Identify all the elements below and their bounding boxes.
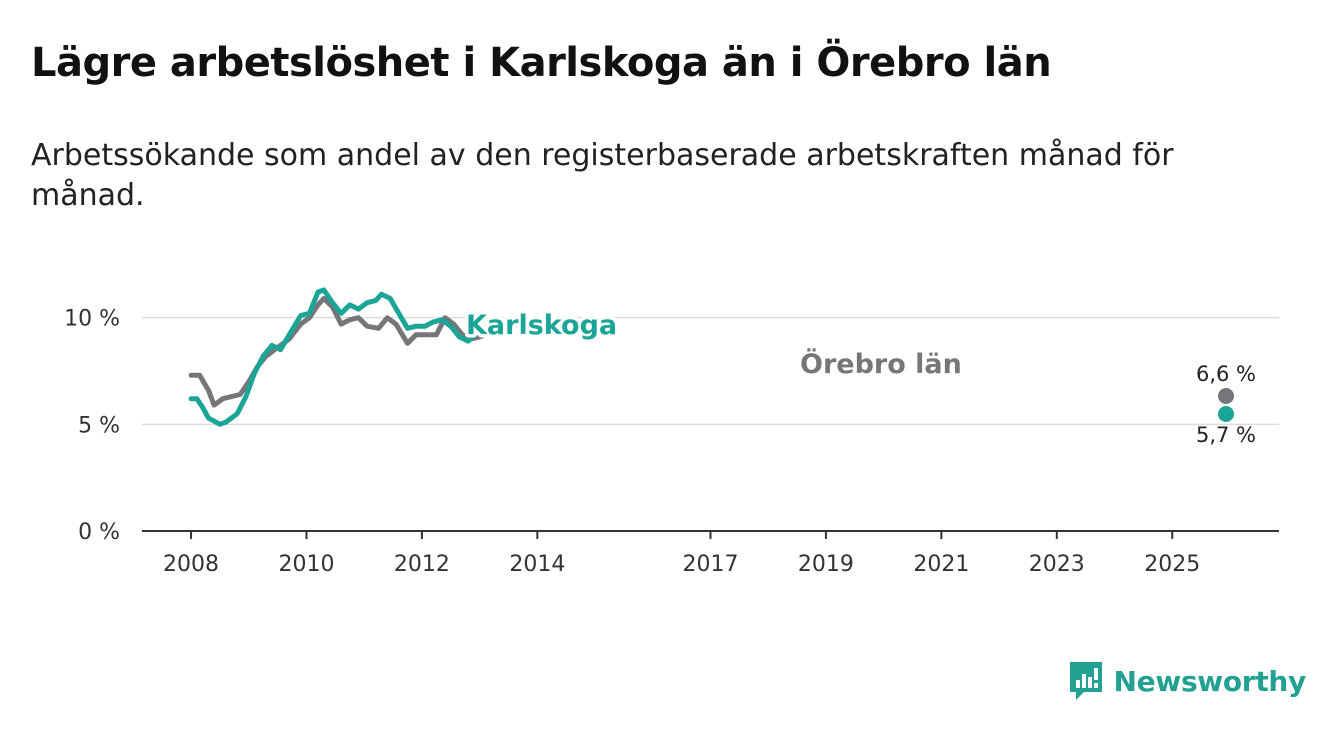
chart-subtitle: Arbetssökande som andel av den registerb… bbox=[31, 138, 1174, 213]
x-tick-label: 2008 bbox=[163, 552, 219, 577]
y-tick-label: 5 % bbox=[78, 413, 120, 438]
end-marker-orebro bbox=[1218, 388, 1234, 404]
end-label-karlskoga: 5,7 % bbox=[1196, 423, 1256, 447]
y-tick-label: 0 % bbox=[78, 520, 120, 545]
x-tick-label: 2014 bbox=[509, 552, 565, 577]
end-marker-karlskoga bbox=[1218, 406, 1234, 422]
brand: Newsworthy bbox=[1068, 660, 1306, 702]
y-tick-label: 10 % bbox=[64, 307, 120, 332]
x-tick-label: 2021 bbox=[913, 552, 969, 577]
x-tick-label: 2012 bbox=[394, 552, 450, 577]
brand-name: Newsworthy bbox=[1113, 664, 1307, 698]
series-line-orebro bbox=[188, 296, 488, 408]
x-tick-label: 2023 bbox=[1029, 552, 1085, 577]
chart-title: Lägre arbetslöshet i Karlskoga än i Öreb… bbox=[31, 40, 1052, 86]
x-tick-label: 2010 bbox=[278, 552, 334, 577]
series-label-karlskoga: Karlskoga bbox=[466, 310, 617, 341]
series-label-orebro: Örebro län bbox=[800, 347, 962, 380]
bar-chart-logo-icon bbox=[1069, 662, 1102, 700]
x-tick-label: 2019 bbox=[798, 552, 854, 577]
x-tick-label: 2017 bbox=[683, 552, 739, 577]
end-label-orebro: 6,6 % bbox=[1196, 362, 1256, 386]
series-line-karlskoga bbox=[188, 287, 488, 427]
x-tick-label: 2025 bbox=[1144, 552, 1200, 577]
